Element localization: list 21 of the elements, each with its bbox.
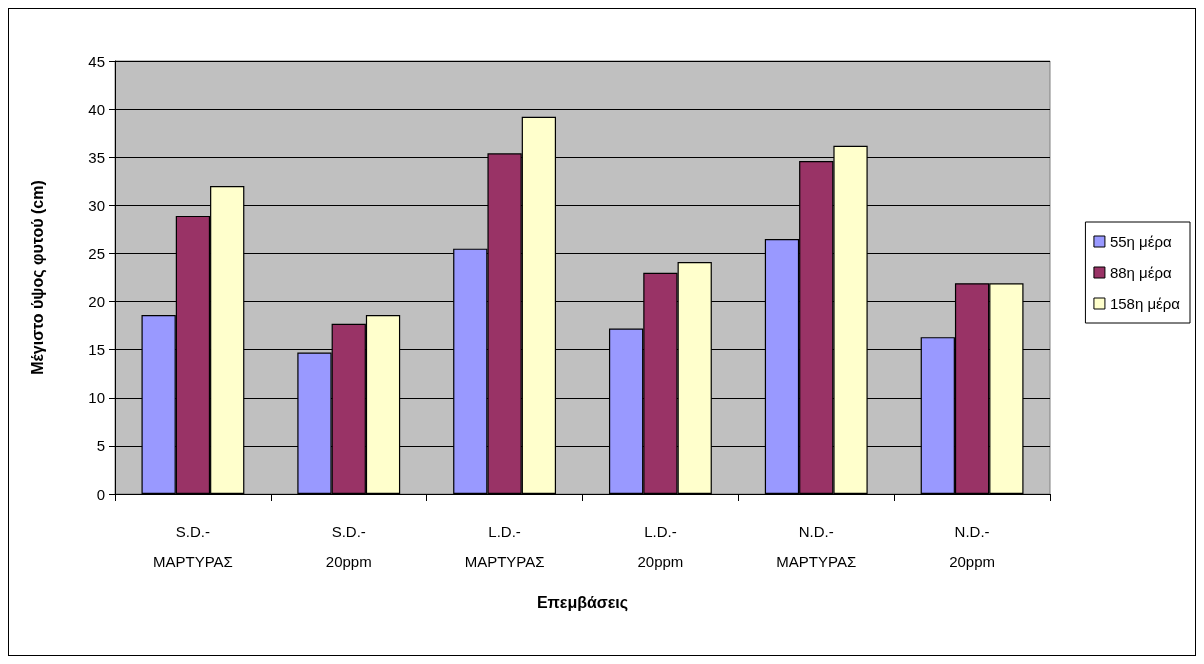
x-tick-label: N.D.- ΜΑΡΤΥΡΑΣ	[776, 522, 857, 570]
y-tick-label: 0	[96, 485, 105, 503]
legend-label: 158η μέρα	[1109, 295, 1181, 312]
y-tick-label: 20	[88, 293, 105, 311]
y-tick-label: 25	[88, 244, 105, 262]
x-tick-label: S.D.- ΜΑΡΤΥΡΑΣ	[152, 522, 233, 570]
y-tick-label: 35	[88, 148, 105, 166]
x-axis-title: Επεμβάσεις	[536, 593, 629, 612]
y-tick-label: 30	[88, 196, 105, 214]
x-tick-label: L.D.- 20ppm	[637, 522, 684, 570]
y-axis-title: Μέγιστο ύψος φυτού (cm)	[28, 180, 47, 375]
x-tick-label: N.D.- 20ppm	[949, 522, 996, 570]
x-tick-label: L.D.- ΜΑΡΤΥΡΑΣ	[464, 522, 545, 570]
y-tick-label: 40	[88, 100, 105, 118]
legend-label: 55η μέρα	[1109, 233, 1172, 250]
x-tick-label: S.D.- 20ppm	[325, 522, 372, 570]
y-tick-label: 5	[96, 437, 105, 455]
y-tick-label: 45	[88, 52, 105, 70]
y-tick-label: 15	[88, 341, 105, 359]
legend-label: 88η μέρα	[1109, 264, 1172, 281]
y-tick-label: 10	[88, 389, 105, 407]
